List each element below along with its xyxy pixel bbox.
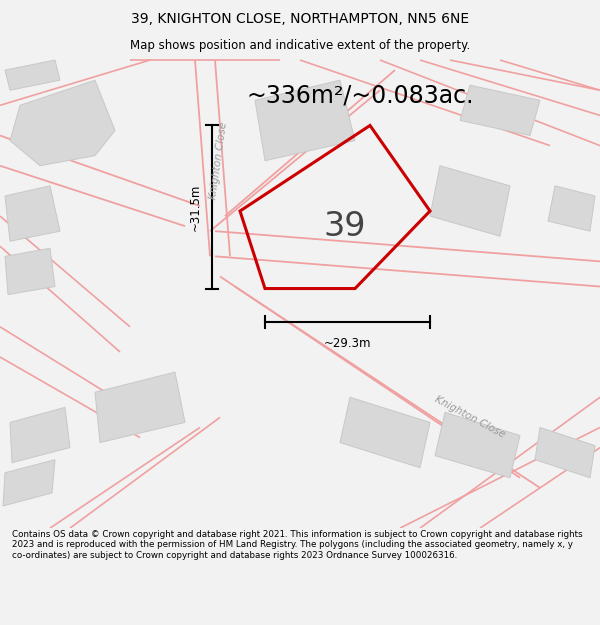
- Polygon shape: [535, 428, 595, 478]
- Polygon shape: [548, 186, 595, 231]
- Text: 39, KNIGHTON CLOSE, NORTHAMPTON, NN5 6NE: 39, KNIGHTON CLOSE, NORTHAMPTON, NN5 6NE: [131, 12, 469, 26]
- Text: Knighton Close: Knighton Close: [433, 394, 507, 440]
- Polygon shape: [3, 459, 55, 506]
- Text: Map shows position and indicative extent of the property.: Map shows position and indicative extent…: [130, 39, 470, 51]
- Polygon shape: [255, 80, 355, 161]
- Polygon shape: [95, 372, 185, 442]
- Text: ~29.3m: ~29.3m: [324, 337, 371, 350]
- Polygon shape: [10, 408, 70, 462]
- Text: Knighton Close: Knighton Close: [208, 121, 229, 200]
- Polygon shape: [435, 412, 520, 478]
- Polygon shape: [5, 60, 60, 90]
- Text: ~336m²/~0.083ac.: ~336m²/~0.083ac.: [246, 83, 474, 107]
- Polygon shape: [430, 166, 510, 236]
- Polygon shape: [5, 186, 60, 241]
- Polygon shape: [460, 85, 540, 136]
- Polygon shape: [5, 248, 55, 294]
- Text: ~31.5m: ~31.5m: [189, 183, 202, 231]
- Polygon shape: [10, 80, 115, 166]
- Text: 39: 39: [324, 209, 366, 242]
- Text: Contains OS data © Crown copyright and database right 2021. This information is : Contains OS data © Crown copyright and d…: [12, 530, 583, 560]
- Polygon shape: [340, 398, 430, 468]
